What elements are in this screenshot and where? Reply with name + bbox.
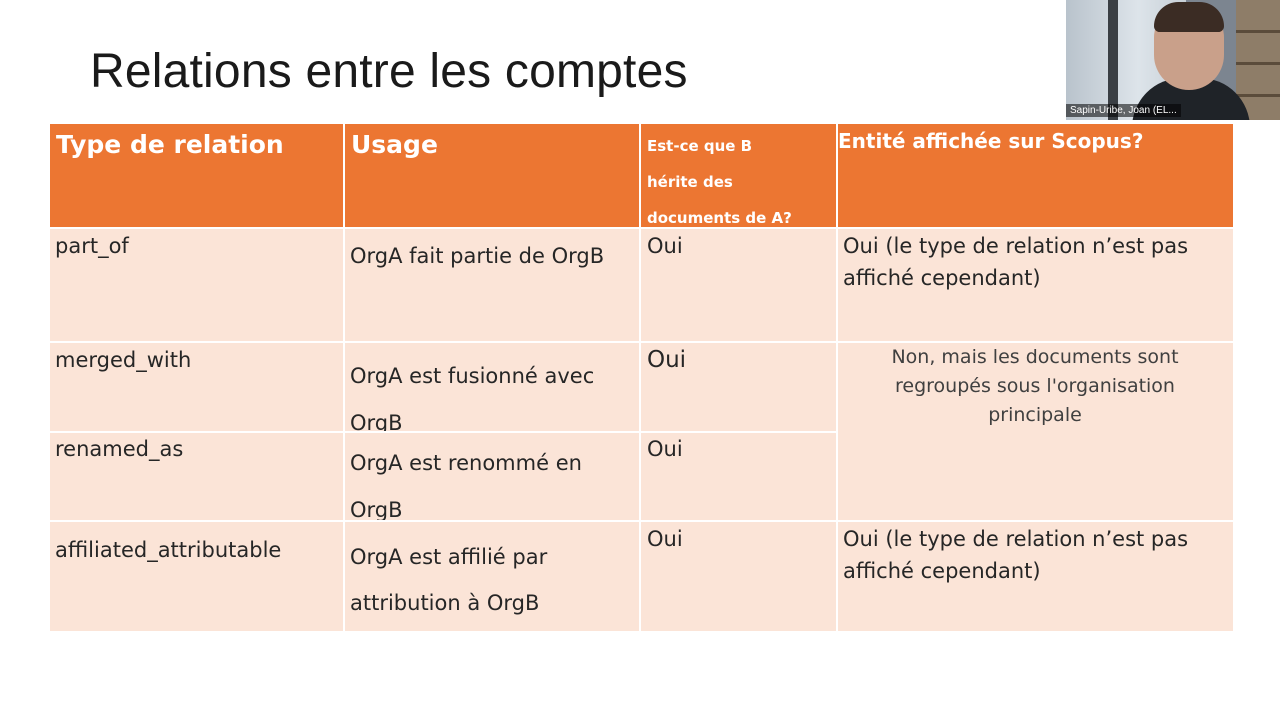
video-shelf-line bbox=[1236, 62, 1280, 65]
row-renamed-as-herite: Oui bbox=[640, 432, 837, 521]
row-merged-with-type: merged_with bbox=[50, 342, 344, 432]
column-divider bbox=[343, 124, 345, 631]
participant-name-label: Sapin-Uribe, Joan (EL... bbox=[1066, 104, 1181, 117]
video-shelf-line bbox=[1236, 94, 1280, 97]
header-entite: Entité affichée sur Scopus? bbox=[837, 124, 1233, 228]
row-affiliated-herite: Oui bbox=[640, 521, 837, 631]
video-background-frame bbox=[1108, 0, 1118, 120]
header-herite: Est-ce que B hérite des documents de A? bbox=[640, 124, 837, 228]
slide-title: Relations entre les comptes bbox=[90, 45, 688, 98]
row-merged-with-usage: OrgA est fusionné avec OrgB bbox=[344, 342, 640, 435]
row-affiliated-type: affiliated_attributable bbox=[50, 521, 344, 631]
column-divider bbox=[639, 124, 641, 631]
row-divider bbox=[50, 341, 1233, 343]
row-renamed-as-type: renamed_as bbox=[50, 432, 344, 521]
row-part-of-usage: OrgA fait partie de OrgB bbox=[344, 228, 640, 342]
header-usage: Usage bbox=[344, 124, 640, 228]
column-divider bbox=[836, 124, 838, 631]
row-merged-with-herite: Oui bbox=[640, 342, 837, 432]
row-renamed-as-usage: OrgA est renommé en OrgB bbox=[344, 432, 640, 522]
video-shelf-line bbox=[1236, 30, 1280, 33]
row-divider bbox=[50, 227, 1233, 229]
row-affiliated-entite: Oui (le type de relation n’est pas affic… bbox=[837, 521, 1233, 631]
row-part-of-entite: Oui (le type de relation n’est pas affic… bbox=[837, 228, 1233, 342]
merged-note-cell: Non, mais les documents sont regroupés s… bbox=[837, 342, 1233, 521]
participant-video-tile[interactable]: Sapin-Uribe, Joan (EL... bbox=[1066, 0, 1280, 120]
participant-hair bbox=[1154, 2, 1224, 32]
video-background-bookshelf bbox=[1236, 0, 1280, 120]
row-affiliated-usage: OrgA est affilié par attribution à OrgB bbox=[344, 521, 640, 631]
row-divider bbox=[50, 520, 1233, 522]
row-part-of-herite: Oui bbox=[640, 228, 837, 342]
row-part-of-type: part_of bbox=[50, 228, 344, 342]
header-type-de-relation: Type de relation bbox=[50, 124, 344, 228]
row-divider bbox=[50, 431, 837, 433]
